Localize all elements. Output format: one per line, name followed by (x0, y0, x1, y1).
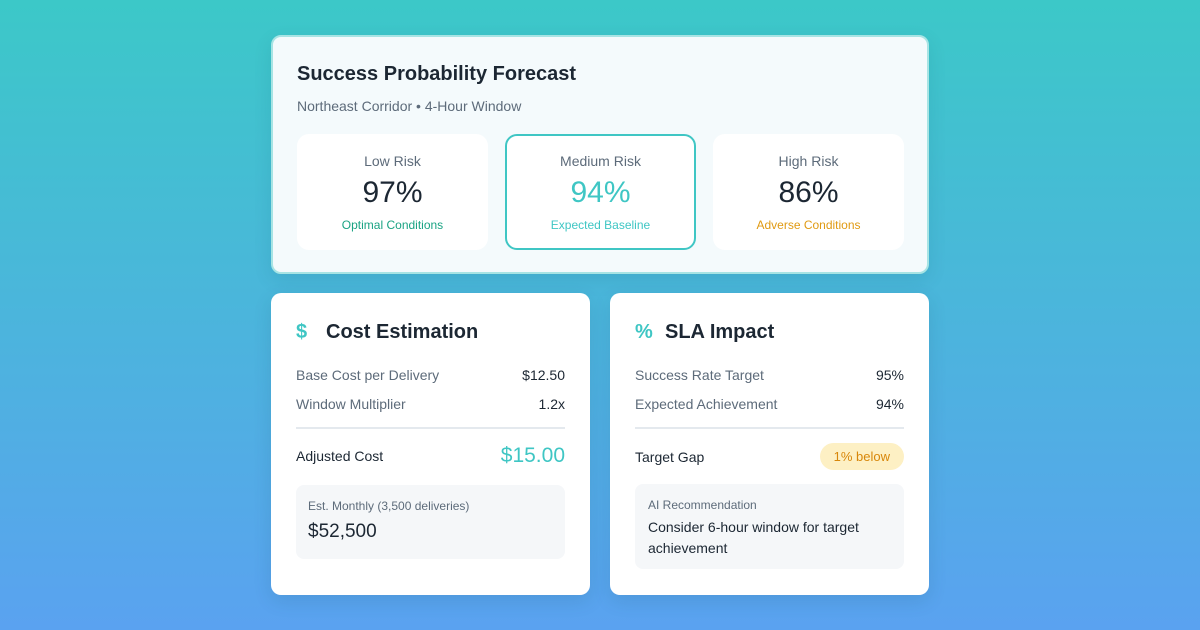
percent-icon: % (635, 321, 653, 343)
cost-header: $ Cost Estimation (296, 321, 478, 344)
forecast-subtitle: Northeast Corridor • 4-Hour Window (297, 98, 522, 114)
target-gap-row: Target Gap 1% below (635, 443, 904, 470)
scenario-desc: Optimal Conditions (341, 218, 444, 232)
scenario-label: Medium Risk (560, 153, 641, 169)
scenario-high-risk[interactable]: High Risk 86% Adverse Conditions (713, 134, 904, 250)
scenario-medium-risk[interactable]: Medium Risk 94% Expected Baseline (505, 134, 696, 250)
cost-title: Cost Estimation (326, 321, 479, 343)
row-value: 94% (875, 396, 904, 412)
row-value: 1.2x (538, 396, 565, 412)
target-gap-badge: 1% below (819, 443, 904, 470)
scenario-value: 86% (778, 176, 839, 209)
adjusted-cost-row: Adjusted Cost $15.00 (296, 444, 565, 468)
scenario-desc: Expected Baseline (550, 218, 651, 232)
dollar-icon: $ (296, 321, 308, 343)
cost-row-base: Base Cost per Delivery $12.50 (296, 367, 565, 383)
scenario-value: 94% (570, 176, 631, 209)
sla-impact-card: % SLA Impact Success Rate Target 95% Exp… (610, 293, 929, 595)
sla-title: SLA Impact (665, 321, 775, 343)
row-value: $12.50 (522, 367, 565, 383)
row-label: Window Multiplier (296, 396, 406, 412)
row-label: Success Rate Target (635, 367, 764, 383)
scenario-value: 97% (362, 176, 423, 209)
scenario-label: High Risk (778, 153, 839, 169)
ai-recommendation-label: AI Recommendation (648, 498, 757, 512)
row-label: Base Cost per Delivery (296, 367, 440, 383)
monthly-estimate-box: Est. Monthly (3,500 deliveries) $52,500 (296, 485, 565, 559)
scenario-label: Low Risk (364, 153, 421, 169)
sla-header: % SLA Impact (635, 321, 774, 344)
sla-row-target: Success Rate Target 95% (635, 367, 904, 383)
forecast-card: Success Probability Forecast Northeast C… (271, 35, 929, 274)
sla-row-achievement: Expected Achievement 94% (635, 396, 904, 412)
ai-recommendation-box: AI Recommendation Consider 6-hour window… (635, 484, 904, 569)
row-label: Expected Achievement (635, 396, 778, 412)
scenario-desc: Adverse Conditions (756, 218, 861, 232)
scenario-low-risk[interactable]: Low Risk 97% Optimal Conditions (297, 134, 488, 250)
target-gap-label: Target Gap (635, 448, 705, 465)
ai-recommendation-text: Consider 6-hour window for target achiev… (648, 519, 859, 556)
divider (296, 427, 565, 429)
cost-row-multiplier: Window Multiplier 1.2x (296, 396, 565, 412)
monthly-estimate-value: $52,500 (308, 521, 377, 542)
cost-estimation-card: $ Cost Estimation Base Cost per Delivery… (271, 293, 590, 595)
monthly-estimate-label: Est. Monthly (3,500 deliveries) (308, 499, 470, 513)
divider (635, 427, 904, 429)
adjusted-cost-value: $15.00 (500, 444, 565, 467)
row-value: 95% (875, 367, 904, 383)
adjusted-cost-label: Adjusted Cost (296, 448, 384, 464)
forecast-title: Success Probability Forecast (297, 63, 577, 85)
